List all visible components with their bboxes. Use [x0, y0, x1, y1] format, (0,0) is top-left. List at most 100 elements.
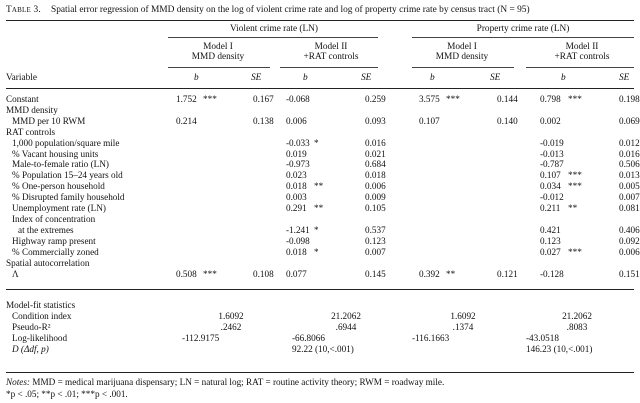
coef-cell: 0.798: [540, 94, 561, 104]
violent-model2-header: Model II +RAT controls: [282, 42, 380, 62]
coef-cell: 0.211: [540, 203, 561, 214]
significance-cell: [203, 105, 253, 116]
se-header: SE: [251, 73, 262, 83]
significance-cell: ***: [568, 181, 582, 192]
model-label: Model II: [314, 42, 348, 52]
coef-cell: 0.006: [286, 115, 307, 126]
se-cell: 0.007: [619, 192, 640, 203]
significance-cell: *: [314, 137, 319, 148]
fit-row: D (Δdf, p) 92.22 (10,<.001) 146.23 (10,<.0…: [6, 344, 634, 355]
table-row: % One-person household 0.018 ** 0.006 0.034 *…: [6, 181, 640, 192]
se-cell: 0.007: [365, 246, 386, 257]
se-cell: [253, 192, 286, 203]
coef-cell: 0.023: [286, 170, 307, 181]
significance-cell: [314, 258, 365, 269]
se-cell: 0.006: [619, 246, 640, 257]
row-label: RAT controls: [6, 126, 56, 137]
model-desc: MMD density: [191, 52, 245, 62]
se-cell: 0.140: [497, 115, 518, 126]
row-label: at the extremes: [18, 224, 74, 235]
se-cell: [253, 170, 286, 181]
fit-value: 21.2062: [331, 310, 361, 321]
table-row: % Commercially zoned 0.018 * 0.007 0.027 *** 0…: [6, 246, 640, 258]
b-header: b: [303, 73, 308, 83]
table-row: % Disrupted family household 0.003 0.009 -0…: [6, 192, 640, 203]
significance-cell: [446, 105, 497, 116]
coef-cell: 0.034: [540, 181, 561, 192]
significance-cell: [314, 105, 365, 116]
coefficient-table: Constant 1.752 *** 0.167 -0.068 0.259 3.575 ***…: [6, 94, 640, 280]
significance-cell: [568, 105, 619, 116]
se-cell: 0.009: [365, 192, 386, 203]
se-cell: [497, 192, 540, 203]
coef-cell: [419, 138, 446, 149]
coef-cell: [176, 214, 203, 225]
se-cell: [365, 258, 419, 269]
significance-cell: [203, 159, 253, 170]
significance-cell: [314, 214, 365, 225]
fit-value: .2462: [220, 321, 242, 332]
notes-label: Notes:: [6, 377, 30, 387]
significance-cell: [568, 214, 619, 225]
notes-line-2: *p < .05; **p < .01; ***p < .001.: [6, 388, 128, 399]
b-header: b: [561, 73, 566, 83]
se-cell: [253, 127, 286, 138]
se-cell: [497, 258, 540, 269]
se-cell: 0.018: [365, 170, 386, 181]
table-caption: Table 3. Spatial error regression of MMD …: [6, 5, 636, 15]
coef-cell: [419, 247, 446, 258]
significance-cell: [314, 116, 365, 127]
significance-cell: [314, 149, 365, 160]
significance-cell: [446, 258, 497, 269]
significance-cell: [314, 269, 365, 280]
row-label: Λ: [12, 268, 19, 279]
se-cell: 0.093: [365, 115, 386, 126]
fit-value: 1.6092: [450, 310, 476, 321]
coef-cell: [176, 127, 203, 138]
se-cell: [253, 236, 286, 247]
table-row: MMD per 10 RWM 0.214 0.138 0.006 0.093 0.107 0…: [6, 115, 640, 127]
significance-cell: [203, 236, 253, 247]
coef-cell: [419, 236, 446, 247]
coef-cell: 0.107: [540, 170, 561, 181]
coef-cell: [419, 127, 446, 138]
coef-cell: [419, 105, 446, 116]
se-cell: [619, 214, 634, 225]
fit-label: Condition index: [12, 310, 72, 321]
coef-cell: [176, 149, 203, 160]
significance-cell: [203, 214, 253, 225]
significance-cell: [446, 247, 497, 258]
se-cell: [497, 138, 540, 149]
se-cell: 0.537: [365, 224, 386, 235]
significance-cell: [446, 127, 497, 138]
property-model2-header: Model II +RAT controls: [530, 42, 634, 62]
row-label: Constant: [6, 94, 39, 104]
se-cell: [497, 247, 540, 258]
se-cell: [497, 159, 540, 170]
se-cell: 0.016: [365, 137, 386, 148]
significance-cell: ***: [203, 268, 217, 279]
table-row: % Vacant housing units 0.019 0.021 -0.013 0.…: [6, 149, 640, 160]
significance-cell: [568, 159, 619, 170]
significance-cell: [203, 149, 253, 160]
coef-cell: [540, 258, 568, 269]
significance-cell: [203, 192, 253, 203]
significance-cell: [203, 258, 253, 269]
coef-cell: 0.077: [286, 268, 307, 279]
fit-label: Pseudo-R²: [12, 321, 51, 332]
fit-value: 146.23 (10,<.001): [526, 343, 593, 354]
row-label: % Disrupted family household: [12, 192, 125, 203]
model-label: Model I: [447, 42, 477, 52]
coef-cell: [419, 181, 446, 192]
se-cell: [619, 105, 634, 116]
notes-text: MMD = medical marijuana dispensary; LN =…: [30, 377, 445, 387]
property-spanner-rule: [412, 37, 634, 38]
table-row: Unemployment rate (LN) 0.291 ** 0.105 0.211 *…: [6, 203, 640, 214]
significance-cell: [203, 181, 253, 192]
significance-cell: [568, 225, 619, 236]
se-cell: [497, 170, 540, 181]
se-cell: [253, 247, 286, 258]
coef-cell: [176, 203, 203, 214]
model-rule: [526, 67, 634, 68]
